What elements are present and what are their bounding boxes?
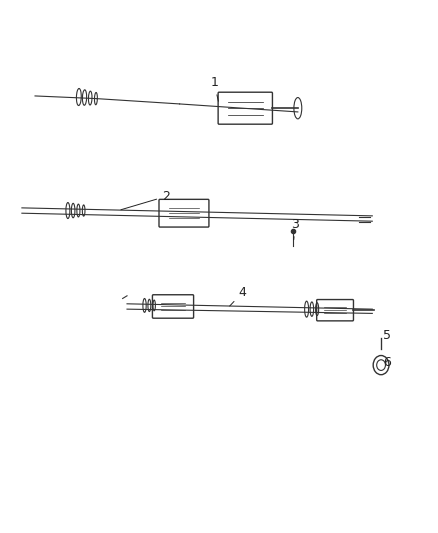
- Text: 5: 5: [383, 329, 391, 342]
- Text: 4: 4: [230, 286, 247, 306]
- Text: 3: 3: [291, 218, 299, 240]
- Text: 1: 1: [210, 76, 219, 101]
- Text: 2: 2: [121, 190, 170, 210]
- Text: 6: 6: [383, 356, 391, 369]
